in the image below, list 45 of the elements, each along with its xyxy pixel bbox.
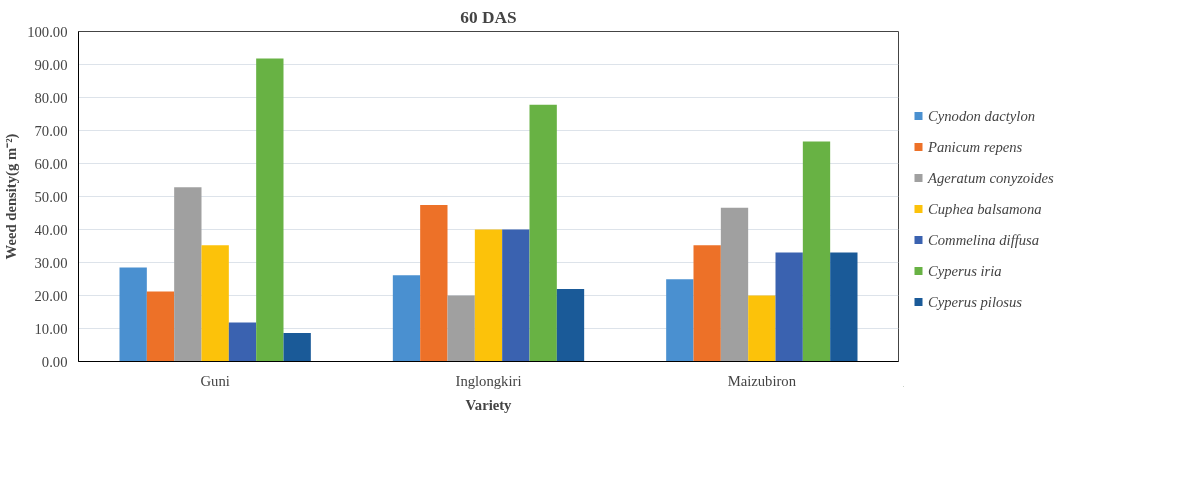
- y-tick-label: 80.00: [34, 89, 68, 106]
- bar: [666, 279, 694, 362]
- legend-label: Ageratum conyzoides: [928, 169, 1054, 186]
- y-tick-label: 10.00: [34, 320, 68, 337]
- legend-label: Cyperus iria: [928, 262, 1002, 279]
- chart-title: 60 DAS: [460, 7, 517, 27]
- y-tick-label: 40.00: [34, 221, 68, 238]
- legend-label: Cynodon dactylon: [928, 107, 1036, 124]
- bar: [720, 207, 749, 362]
- bar: [420, 205, 448, 362]
- bar: [256, 58, 284, 362]
- bar: [146, 291, 175, 362]
- bar: [119, 267, 147, 362]
- y-tick-label: 70.00: [34, 122, 68, 139]
- bar: [830, 252, 858, 362]
- y-tick-label: 0.00: [41, 353, 68, 370]
- legend-label: Cyperus pilosus: [928, 293, 1023, 310]
- x-axis-title: Variety: [465, 396, 513, 413]
- y-tick-label: 20.00: [34, 287, 68, 304]
- x-tick-label: Inglongkiri: [455, 372, 522, 389]
- bar: [228, 322, 257, 362]
- bar: [201, 245, 229, 362]
- bar: [447, 295, 475, 362]
- legend-label: Panicum repens: [928, 138, 1023, 155]
- x-tick-label: Maizubiron: [727, 372, 797, 389]
- bar: [802, 141, 831, 362]
- bar: [502, 229, 530, 362]
- bar: [283, 333, 311, 362]
- bar: [529, 104, 557, 362]
- y-tick-label: 100.00: [27, 23, 68, 40]
- legend-label: Cuphea balsamona: [928, 200, 1042, 217]
- y-tick-label: 50.00: [34, 188, 68, 205]
- bar: [174, 187, 202, 362]
- x-tick-label: Guni: [200, 372, 230, 389]
- y-axis-title: Weed density(g m⁻²): [3, 133, 21, 260]
- legend-label: Commelina diffusa: [928, 231, 1040, 248]
- bar: [748, 295, 776, 362]
- bar: [474, 229, 503, 362]
- bar: [693, 245, 721, 362]
- bar: [556, 288, 585, 362]
- y-tick-label: 30.00: [34, 254, 68, 271]
- y-tick-label: 60.00: [34, 155, 68, 172]
- bar: [392, 275, 421, 362]
- y-tick-label: 90.00: [34, 56, 68, 73]
- bar: [775, 252, 803, 362]
